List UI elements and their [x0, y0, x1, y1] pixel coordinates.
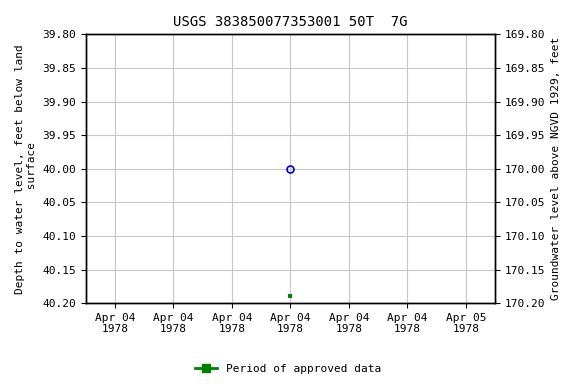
Y-axis label: Depth to water level, feet below land
 surface: Depth to water level, feet below land su… [15, 44, 37, 294]
Y-axis label: Groundwater level above NGVD 1929, feet: Groundwater level above NGVD 1929, feet [551, 37, 561, 300]
Title: USGS 383850077353001 50T  7G: USGS 383850077353001 50T 7G [173, 15, 408, 29]
Legend: Period of approved data: Period of approved data [191, 359, 385, 379]
